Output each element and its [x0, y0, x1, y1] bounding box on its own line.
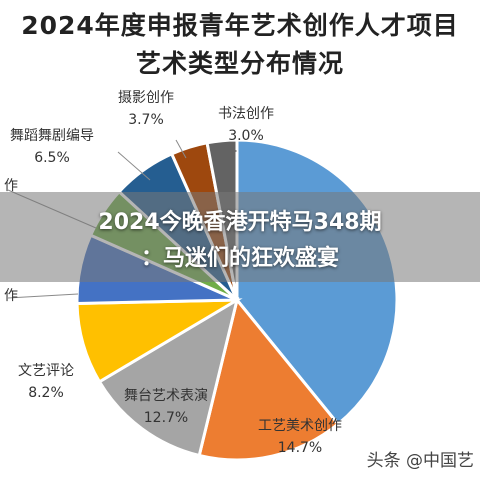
- data-label-value-7: 3.7%: [128, 112, 164, 128]
- leader-line-4: [7, 293, 79, 299]
- overlay-text-line2: ：马迷们的狂欢盛宴: [140, 246, 339, 271]
- data-label-name-5: 作: [4, 178, 18, 194]
- pie-slice-1: [197, 296, 341, 462]
- data-label-value-0: 3.0%: [228, 128, 264, 144]
- data-label-name-6: 舞蹈舞剧编导: [10, 128, 94, 144]
- overlay-banner: [0, 192, 480, 282]
- data-label-value-6: 6.5%: [34, 150, 70, 166]
- pie-slice-2: [97, 296, 240, 458]
- data-label-value-2: 12.7%: [144, 410, 188, 426]
- data-label-name-7: 摄影创作: [118, 90, 174, 106]
- data-label-name-1: 工艺美术创作: [258, 418, 342, 434]
- leader-line-7: [175, 139, 187, 159]
- watermark: 头条 @中国艺: [366, 451, 474, 471]
- chart-title-line1: 2024年度申报青年艺术创作人才项目: [21, 11, 459, 40]
- chart-title-line2: 艺术类型分布情况: [135, 49, 344, 78]
- data-label-name-4: 作: [4, 288, 18, 304]
- data-label-name-2: 舞台艺术表演: [124, 388, 208, 404]
- data-label-name-0: 书法创作: [218, 106, 274, 122]
- data-label-name-3: 文艺评论: [18, 363, 74, 379]
- data-label-value-3: 8.2%: [28, 385, 64, 401]
- leader-line-6: [117, 151, 151, 181]
- data-label-value-1: 14.7%: [278, 440, 322, 456]
- overlay-text-line1: 2024今晚香港开特马348期: [98, 210, 382, 235]
